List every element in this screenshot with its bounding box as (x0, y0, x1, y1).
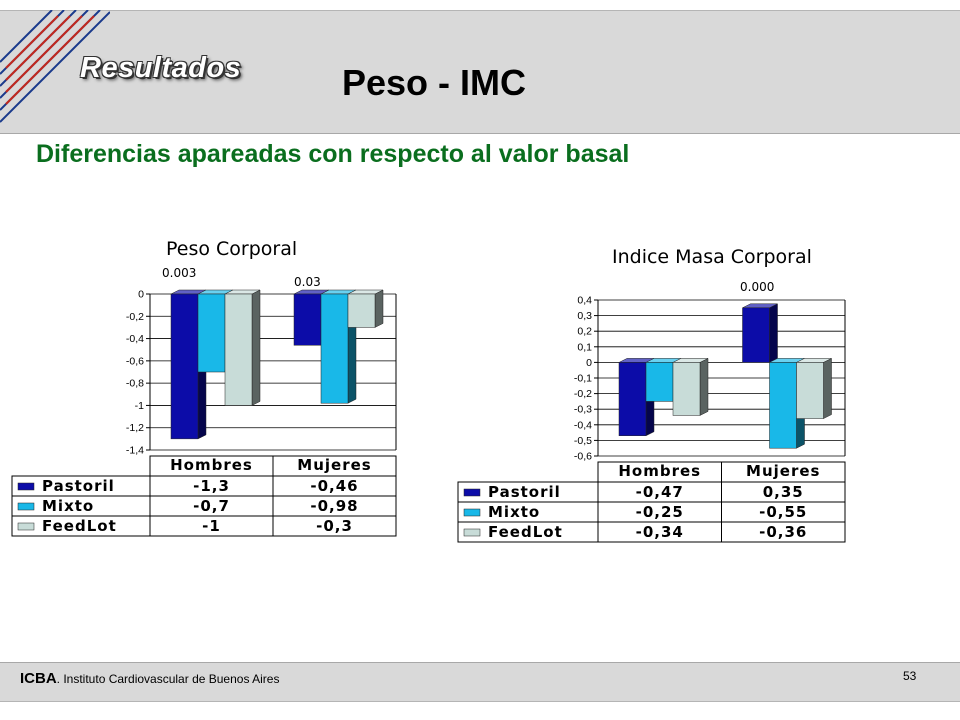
chart-title-peso: Peso Corporal (166, 238, 298, 260)
bar-side (823, 357, 832, 419)
header-band (0, 10, 960, 134)
bar (170, 293, 199, 440)
data-label: -0,34 (636, 523, 684, 541)
data-label: -0,46 (310, 477, 358, 495)
bar (769, 362, 797, 449)
table-row (11, 515, 397, 537)
y-tick-label: -0,4 (126, 333, 144, 345)
y-tick-label: 0,3 (577, 310, 592, 322)
bar (742, 307, 770, 363)
table-row (457, 521, 846, 543)
category-label: Hombres (170, 456, 253, 474)
y-tick-label: -1 (135, 400, 144, 412)
y-tick-label: -0,8 (126, 378, 144, 390)
y-tick-label: -0,1 (574, 373, 592, 385)
data-label: 0,35 (763, 483, 804, 501)
data-label: -0,47 (636, 483, 684, 501)
y-tick-label: 0 (586, 357, 592, 369)
bar (197, 293, 226, 373)
y-tick-label: -1,4 (126, 445, 144, 457)
y-tick-label: -0,2 (574, 388, 592, 400)
slide-title: Peso - IMC (342, 62, 527, 103)
category-label: Hombres (618, 462, 701, 480)
series-label: FeedLot (42, 517, 117, 535)
bar-side (769, 303, 778, 363)
footer-org: ICBA. Instituto Cardiovascular de Buenos… (20, 670, 279, 687)
y-tick-label: 0,1 (577, 341, 592, 353)
data-label: -1,3 (193, 477, 230, 495)
series-label: Mixto (488, 503, 540, 521)
footer-org-rest: . Instituto Cardiovascular de Buenos Air… (56, 672, 280, 686)
bar (320, 293, 349, 404)
bar (293, 293, 322, 346)
bar (224, 293, 253, 406)
bar (672, 362, 701, 416)
footer-org-name: ICBA (20, 670, 57, 687)
bar-side (699, 357, 709, 416)
pvalue-annotation: 0.003 (162, 266, 197, 280)
series-label: Mixto (42, 497, 94, 515)
legend-key (463, 508, 481, 517)
chart-title-imc: Indice Masa Corporal (612, 246, 812, 268)
page-number: 53 (903, 669, 917, 683)
data-label: -0,3 (316, 517, 353, 535)
pvalue-annotation: 0.03 (294, 275, 321, 289)
bar (618, 362, 647, 436)
category-label: Mujeres (746, 462, 820, 480)
bar (645, 362, 674, 402)
y-tick-label: -0,2 (126, 311, 144, 323)
pvalue-annotation: 0.000 (740, 280, 775, 294)
data-label: -0,25 (636, 503, 684, 521)
y-tick-label: -0,4 (574, 419, 592, 431)
data-label: -0,36 (759, 523, 807, 541)
category-label: Mujeres (297, 456, 371, 474)
y-tick-label: -0,6 (126, 355, 144, 367)
data-label: -1 (202, 517, 221, 535)
y-tick-label: -0,6 (574, 451, 592, 463)
y-tick-label: -0,5 (574, 435, 592, 447)
bar (796, 362, 824, 419)
data-label: -0,55 (759, 503, 807, 521)
series-label: Pastoril (42, 477, 115, 495)
legend-key (17, 482, 35, 491)
y-tick-label: 0,4 (577, 295, 592, 307)
data-label: -0,98 (310, 497, 358, 515)
legend-key (463, 488, 481, 497)
legend-key (463, 528, 481, 537)
bar (347, 293, 376, 328)
logo-stripes (0, 10, 110, 123)
legend-key (17, 522, 35, 531)
series-label: Pastoril (488, 483, 561, 501)
section-label: Resultados (80, 52, 242, 84)
data-label: -0,7 (193, 497, 230, 515)
y-tick-label: 0,2 (577, 326, 592, 338)
legend-key (17, 502, 35, 511)
y-tick-label: 0 (138, 289, 144, 301)
subtitle: Diferencias apareadas con respecto al va… (36, 140, 630, 168)
footer-band (0, 662, 960, 702)
y-tick-label: -1,2 (126, 422, 144, 434)
series-label: FeedLot (488, 523, 563, 541)
y-tick-label: -0,3 (574, 404, 592, 416)
